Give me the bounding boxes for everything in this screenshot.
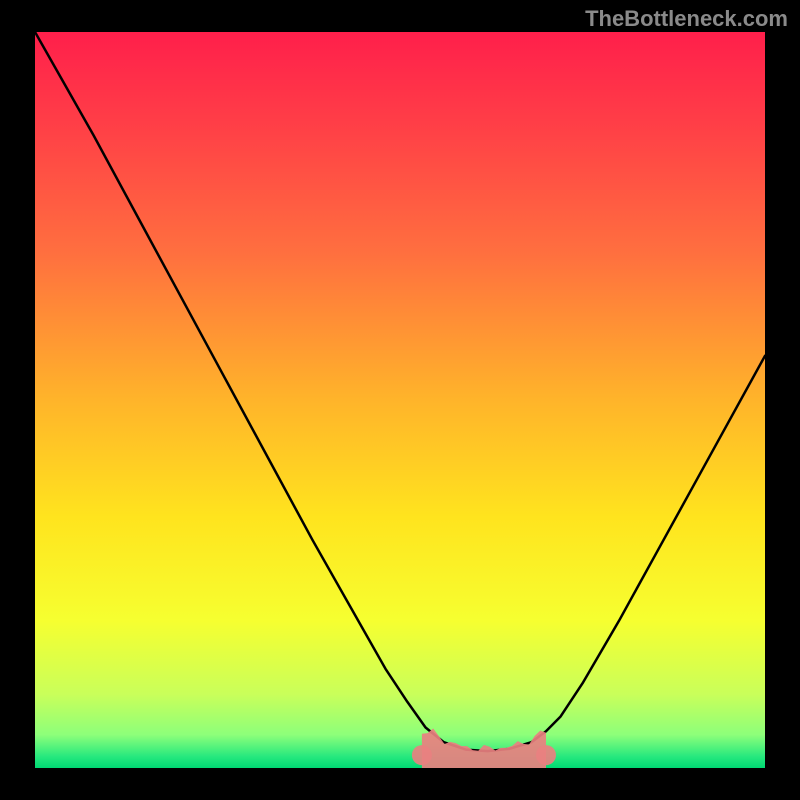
bottleneck-chart bbox=[0, 0, 800, 800]
gradient-background bbox=[35, 32, 765, 768]
chart-container bbox=[0, 0, 800, 800]
watermark-text: TheBottleneck.com bbox=[585, 6, 788, 32]
optimal-range-cap-right bbox=[536, 745, 556, 765]
optimal-range-cap-left bbox=[412, 745, 432, 765]
